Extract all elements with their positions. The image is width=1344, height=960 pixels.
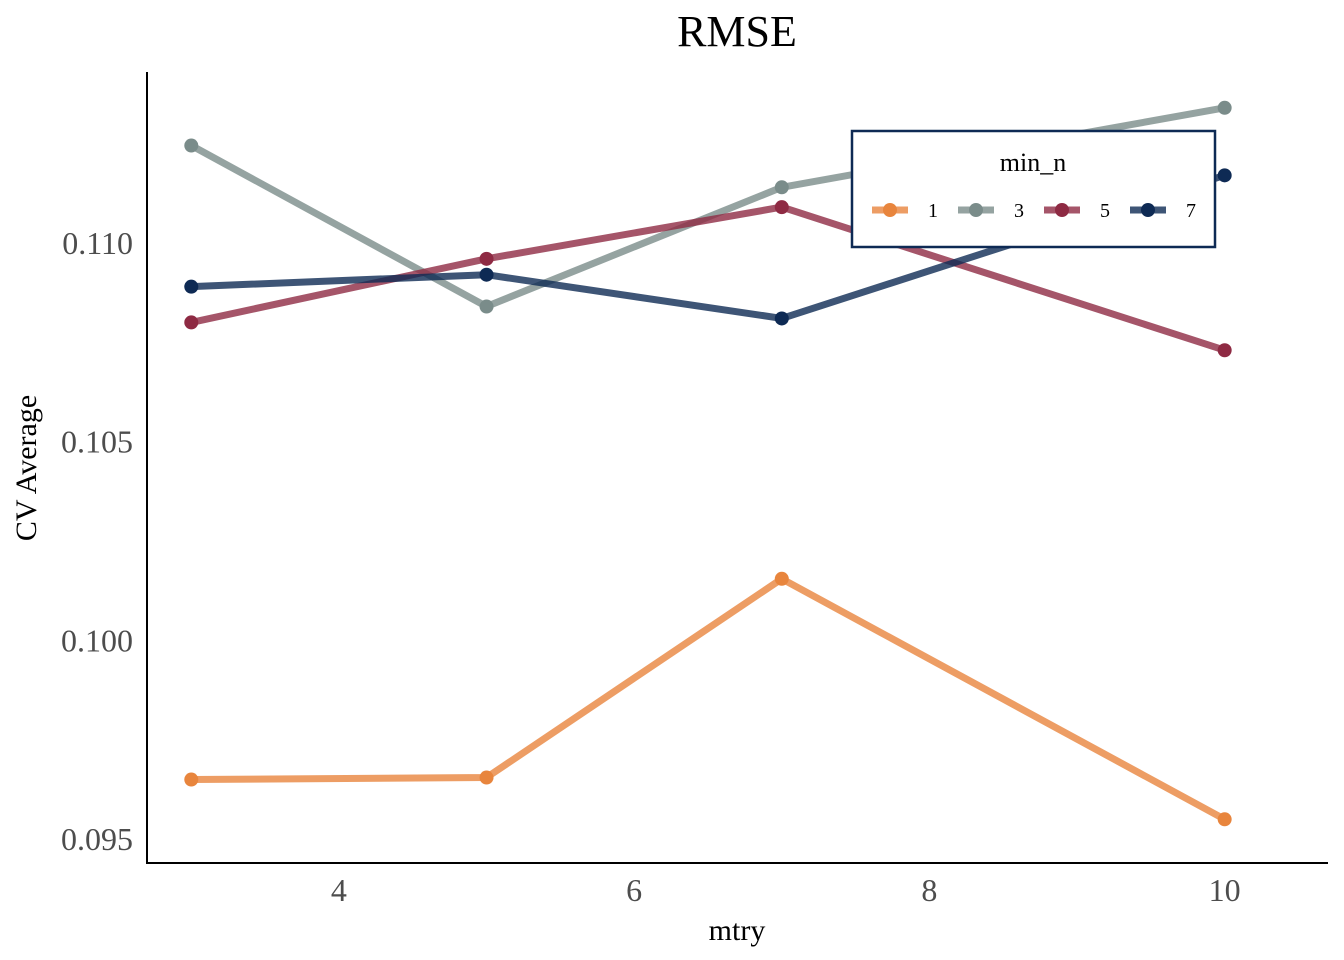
legend-key-point — [969, 203, 983, 217]
data-point-7 — [184, 279, 199, 294]
x-tick-label: 6 — [626, 872, 642, 908]
legend-item-3: 3 — [958, 200, 1024, 222]
data-point-7 — [1217, 168, 1232, 183]
legend-label: 1 — [928, 200, 938, 222]
series-line-5 — [187, 203, 1229, 354]
data-point-3 — [1217, 100, 1232, 115]
y-tick-label: 0.095 — [61, 821, 133, 857]
y-axis-label: CV Average — [10, 395, 43, 541]
legend-label: 7 — [1186, 200, 1196, 222]
legend-key-point — [1141, 203, 1155, 217]
legend-item-7: 7 — [1130, 200, 1196, 222]
data-point-3 — [184, 138, 199, 153]
data-point-3 — [774, 180, 789, 195]
data-point-7 — [479, 267, 494, 282]
legend-label: 3 — [1014, 200, 1024, 222]
data-point-5 — [1217, 343, 1232, 358]
data-point-5 — [774, 200, 789, 215]
legend: min_n 1 3 5 7 — [850, 129, 1217, 249]
data-point-5 — [184, 315, 199, 330]
x-tick-label: 4 — [331, 872, 347, 908]
legend-label: 5 — [1100, 200, 1110, 222]
y-tick-labels: 0.095 0.100 0.105 0.110 — [61, 225, 133, 857]
data-point-7 — [774, 311, 789, 326]
x-tick-label: 8 — [921, 872, 937, 908]
data-point-5 — [479, 251, 494, 266]
legend-key-point — [883, 203, 897, 217]
legend-item-5: 5 — [1044, 200, 1110, 222]
y-tick-label: 0.105 — [61, 424, 133, 460]
data-point-1 — [184, 772, 199, 787]
legend-box — [850, 129, 1217, 249]
data-point-1 — [1217, 812, 1232, 827]
x-tick-label: 10 — [1209, 872, 1241, 908]
legend-item-1: 1 — [872, 200, 938, 222]
chart-title: RMSE — [677, 7, 797, 56]
data-point-1 — [479, 770, 494, 785]
data-point-1 — [774, 571, 789, 586]
series-points — [184, 100, 1232, 827]
x-axis-label: mtry — [709, 914, 766, 947]
y-tick-label: 0.100 — [61, 622, 133, 658]
data-point-3 — [479, 299, 494, 314]
series-line-1 — [187, 575, 1229, 823]
legend-title: min_n — [1000, 148, 1066, 177]
x-tick-labels: 4 6 8 10 — [331, 872, 1241, 908]
y-tick-label: 0.110 — [62, 225, 133, 261]
legend-key-point — [1055, 203, 1069, 217]
axes — [146, 72, 1328, 864]
legend-items: 1 3 5 7 — [872, 200, 1196, 222]
